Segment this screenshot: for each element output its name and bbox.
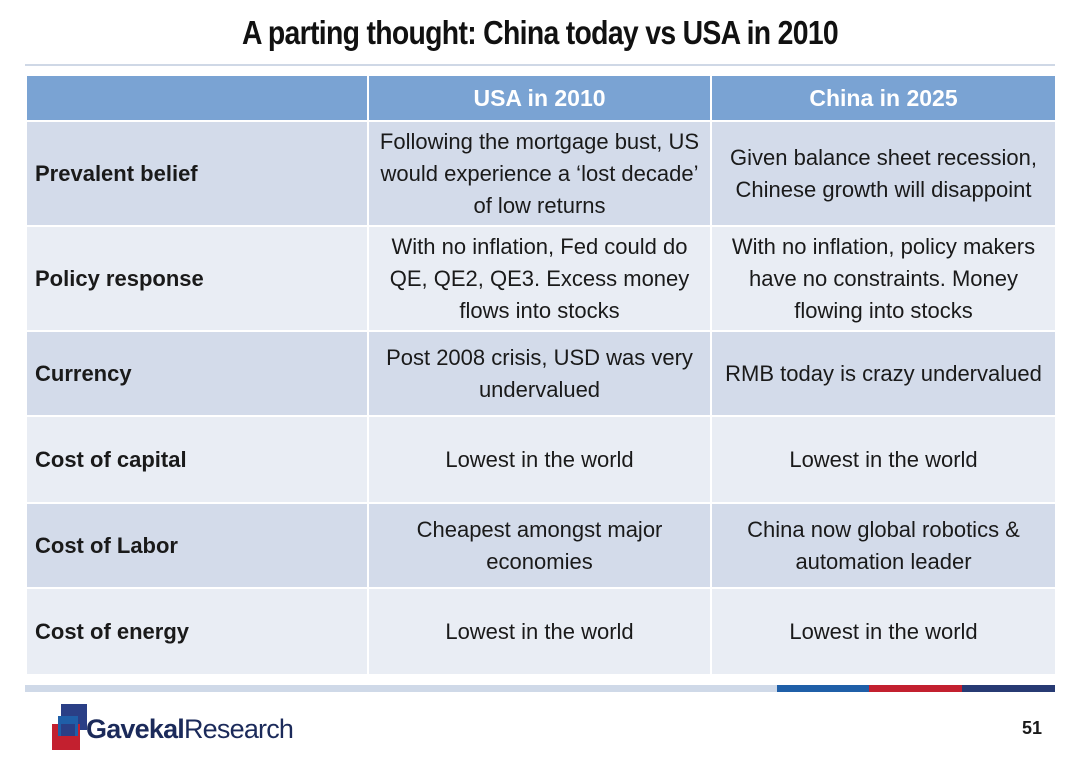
- china-cell: Lowest in the world: [710, 415, 1057, 504]
- strip-segment-light: [25, 685, 777, 692]
- strip-segment-navy: [962, 685, 1055, 692]
- header-cell-empty: [25, 74, 369, 122]
- logo-wordmark: GavekalResearch: [86, 714, 294, 745]
- usa-cell: Lowest in the world: [367, 415, 712, 504]
- table-row: Cost of energy Lowest in the world Lowes…: [25, 587, 1057, 676]
- china-cell: China now global robotics & automation l…: [710, 502, 1057, 589]
- usa-cell: Lowest in the world: [367, 587, 712, 676]
- china-cell: With no inflation, policy makers have no…: [710, 225, 1057, 332]
- table-row: Policy response With no inflation, Fed c…: [25, 225, 1057, 332]
- table-header-row: USA in 2010 China in 2025: [25, 74, 1057, 122]
- comparison-table: USA in 2010 China in 2025 Prevalent beli…: [25, 74, 1057, 676]
- row-label: Cost of capital: [25, 415, 369, 504]
- usa-cell: With no inflation, Fed could do QE, QE2,…: [367, 225, 712, 332]
- gavekal-research-logo: GavekalResearch: [50, 704, 310, 754]
- table-row: Prevalent belief Following the mortgage …: [25, 120, 1057, 227]
- row-label: Currency: [25, 330, 369, 417]
- china-cell: Lowest in the world: [710, 587, 1057, 676]
- table-row: Cost of capital Lowest in the world Lowe…: [25, 415, 1057, 504]
- header-cell-china: China in 2025: [710, 74, 1057, 122]
- china-cell: RMB today is crazy undervalued: [710, 330, 1057, 417]
- title-divider: [25, 64, 1055, 66]
- usa-cell: Post 2008 crisis, USD was very undervalu…: [367, 330, 712, 417]
- logo-word-gavekal: Gavekal: [86, 714, 185, 744]
- page-number: 51: [1021, 718, 1042, 738]
- table-row: Cost of Labor Cheapest amongst major eco…: [25, 502, 1057, 589]
- row-label: Prevalent belief: [25, 120, 369, 227]
- table-row: Currency Post 2008 crisis, USD was very …: [25, 330, 1057, 417]
- logo-word-research: Research: [183, 714, 294, 744]
- header-cell-usa: USA in 2010: [367, 74, 712, 122]
- row-label: Policy response: [25, 225, 369, 332]
- strip-segment-blue: [777, 685, 869, 692]
- logo-squares-icon: [52, 704, 87, 750]
- footer-color-strip: [25, 685, 1055, 692]
- row-label: Cost of energy: [25, 587, 369, 676]
- china-cell: Given balance sheet recession, Chinese g…: [710, 120, 1057, 227]
- strip-segment-red: [869, 685, 962, 692]
- usa-cell: Cheapest amongst major economies: [367, 502, 712, 589]
- row-label: Cost of Labor: [25, 502, 369, 589]
- slide-title: A parting thought: China today vs USA in…: [241, 14, 839, 51]
- usa-cell: Following the mortgage bust, US would ex…: [367, 120, 712, 227]
